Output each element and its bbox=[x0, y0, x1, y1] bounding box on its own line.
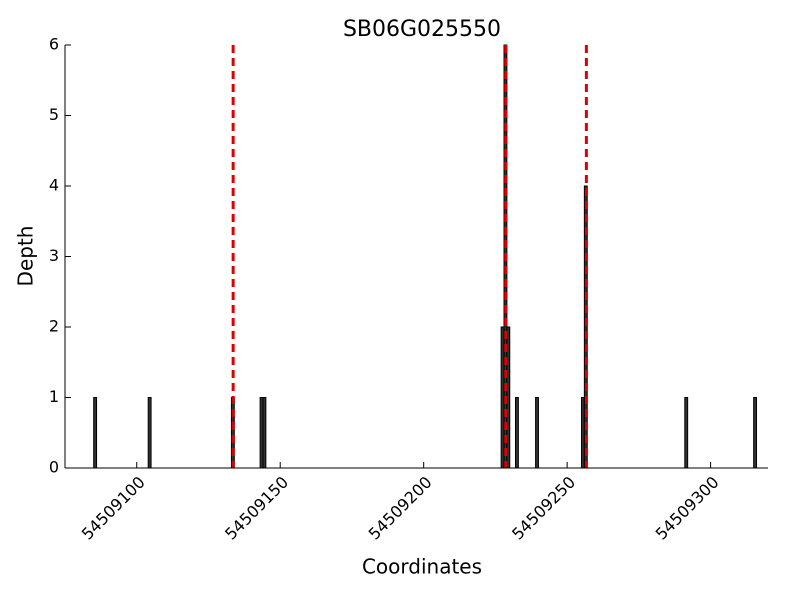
y-tick-label: 4 bbox=[49, 176, 59, 195]
x-tick-label: 54509200 bbox=[365, 473, 436, 544]
y-tick-label: 3 bbox=[49, 246, 59, 265]
x-tick-label: 54509100 bbox=[78, 473, 149, 544]
y-axis-label: Depth bbox=[14, 226, 38, 287]
x-axis-label: Coordinates bbox=[362, 555, 482, 579]
bar bbox=[684, 397, 689, 469]
y-tick-label: 2 bbox=[49, 317, 59, 336]
bar bbox=[535, 397, 539, 469]
x-tick-label: 54509250 bbox=[508, 473, 579, 544]
bar bbox=[262, 397, 267, 469]
y-tick-label: 5 bbox=[49, 105, 59, 124]
x-tick-label: 54509150 bbox=[221, 473, 292, 544]
y-tick-label: 0 bbox=[49, 458, 59, 477]
bar bbox=[753, 397, 758, 469]
bar bbox=[230, 397, 235, 469]
bar bbox=[147, 397, 152, 469]
y-tick-label: 1 bbox=[49, 387, 59, 406]
chart-title: SB06G025550 bbox=[343, 17, 501, 42]
bar bbox=[93, 397, 98, 469]
y-tick-label: 6 bbox=[49, 35, 59, 54]
bar bbox=[506, 326, 511, 469]
x-tick-label: 54509300 bbox=[652, 473, 723, 544]
bar bbox=[514, 397, 519, 469]
